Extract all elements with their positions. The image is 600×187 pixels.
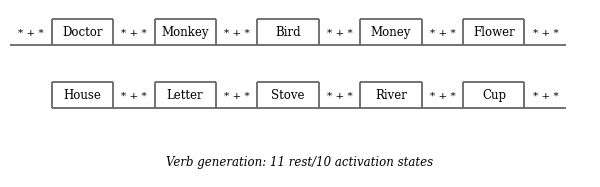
Text: Doctor: Doctor bbox=[62, 26, 103, 39]
Text: River: River bbox=[375, 89, 407, 102]
Text: Letter: Letter bbox=[167, 89, 203, 102]
Text: * + *: * + * bbox=[430, 92, 455, 101]
Text: Verb generation: 11 rest/10 activation states: Verb generation: 11 rest/10 activation s… bbox=[166, 156, 434, 169]
Text: Stove: Stove bbox=[271, 89, 305, 102]
Text: * + *: * + * bbox=[224, 92, 250, 101]
Text: Flower: Flower bbox=[473, 26, 515, 39]
Text: * + *: * + * bbox=[430, 29, 455, 38]
Text: * + *: * + * bbox=[533, 29, 559, 38]
Text: * + *: * + * bbox=[18, 29, 44, 38]
Text: * + *: * + * bbox=[121, 29, 146, 38]
Text: * + *: * + * bbox=[326, 92, 352, 101]
Text: * + *: * + * bbox=[121, 92, 146, 101]
Text: * + *: * + * bbox=[533, 92, 559, 101]
Text: Money: Money bbox=[371, 26, 411, 39]
Text: Monkey: Monkey bbox=[161, 26, 209, 39]
Text: Cup: Cup bbox=[482, 89, 506, 102]
Text: House: House bbox=[63, 89, 101, 102]
Text: * + *: * + * bbox=[326, 29, 352, 38]
Text: Bird: Bird bbox=[275, 26, 301, 39]
Text: * + *: * + * bbox=[224, 29, 250, 38]
